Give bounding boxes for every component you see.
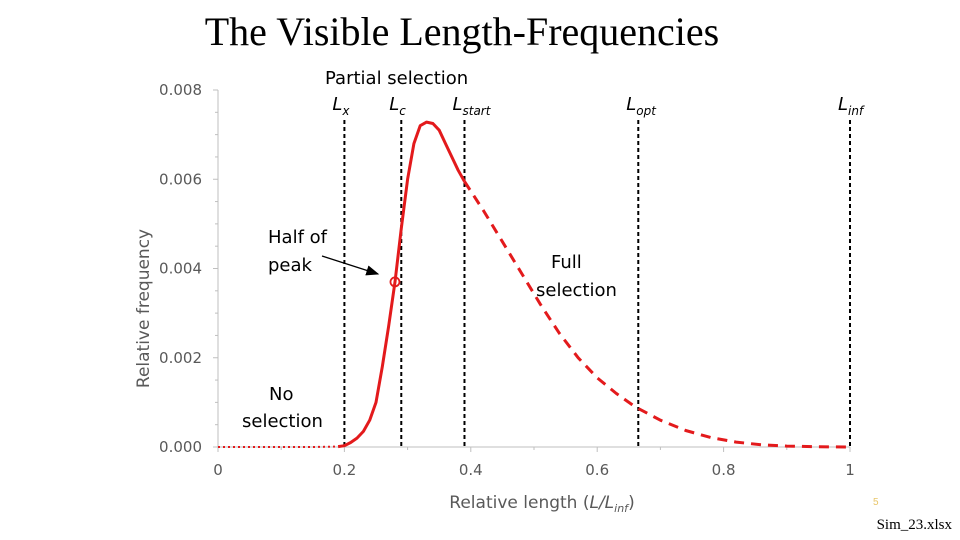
no-selection-label-line1: No (269, 384, 293, 405)
chart-axes: 0 0.2 0.4 0.6 0.8 1 0.000 0.002 0.004 0.006 0.008 R… (134, 81, 855, 515)
x-tick-label: 0.6 (585, 461, 609, 479)
y-tick-label: 0.002 (159, 349, 202, 367)
x-tick-label: 0 (213, 461, 223, 479)
frequency-curve (218, 120, 851, 449)
slide-title: The Visible Length-Frequencies (204, 9, 720, 54)
x-axis-title: Relative length (L/Linf) (449, 493, 634, 515)
x-tick-label: 0.4 (459, 461, 483, 479)
marker-label-inf: Linf (838, 94, 865, 118)
frequency-curve-dashed (463, 180, 851, 449)
marker-label-opt: Lopt (626, 94, 657, 118)
full-selection-label-line1: Full (551, 252, 582, 273)
slide-number: 5 (873, 497, 879, 508)
marker-label-start: Lstart (452, 94, 491, 118)
y-tick-label: 0.008 (159, 81, 202, 99)
x-tick-label: 0.8 (712, 461, 736, 479)
y-tick-label: 0.004 (159, 260, 202, 278)
full-selection-label-line2: selection (536, 280, 617, 301)
y-axis-title: Relative frequency (134, 229, 154, 388)
y-tick-label: 0.000 (159, 438, 202, 456)
frequency-curve-solid (337, 120, 466, 449)
half-of-peak-label-line2: peak (268, 255, 313, 276)
selection-marker-lines: Lx Lc Lstart Lopt Linf (332, 94, 865, 447)
y-tick-label: 0.006 (159, 170, 202, 188)
half-of-peak-label-line1: Half of (268, 227, 328, 248)
marker-label-c: Lc (389, 94, 406, 118)
no-selection-label-line2: selection (242, 411, 323, 432)
chart-annotations: Partial selection Half of peak Full sele… (242, 68, 617, 432)
source-file-label: Sim_23.xlsx (876, 517, 952, 533)
marker-label-x: Lx (332, 94, 350, 118)
partial-selection-label: Partial selection (325, 68, 468, 89)
x-tick-label: 0.2 (332, 461, 356, 479)
half-peak-marker (389, 276, 401, 288)
half-of-peak-arrow (321, 255, 380, 276)
x-tick-label: 1 (845, 461, 855, 479)
